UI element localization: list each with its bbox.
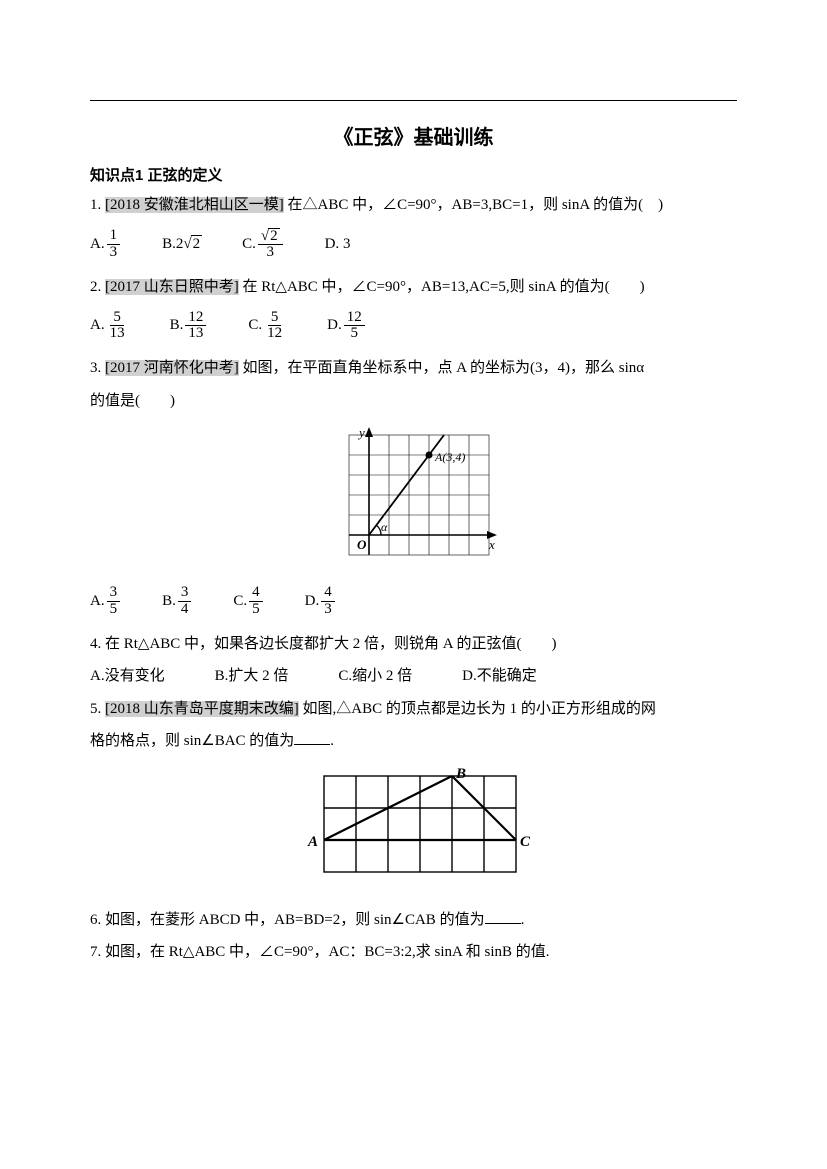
figure-grid-triangle: A B C [90,766,737,896]
q4-num: 4. [90,636,101,652]
q6-text: 如图，在菱形 ABCD 中，AB=BD=2，则 sin∠CAB 的值为 [105,912,485,928]
q5-text: 如图,△ABC 的顶点都是边长为 1 的小正方形组成的网 [303,701,656,717]
q4-opt-d: D.不能确定 [462,662,537,691]
question-1: 1. [2018 安徽淮北相山区一模] 在△ABC 中，∠C=90°，AB=3,… [90,191,737,220]
page: 《正弦》基础训练 知识点1 正弦的定义 1. [2018 安徽淮北相山区一模] … [0,0,827,1011]
blank-fill [485,909,521,924]
q4-options: A.没有变化 B.扩大 2 倍 C.缩小 2 倍 D.不能确定 [90,662,737,691]
q5-text2: 格的格点，则 sin∠BAC 的值为 [90,733,294,749]
q2-opt-c: C. 512 [248,310,287,343]
q3-opt-c: C. 45 [233,585,264,618]
q1-num: 1. [90,197,101,213]
svg-text:O: O [357,537,367,552]
q1-opt-d: D. 3 [325,236,351,253]
question-6: 6. 如图，在菱形 ABCD 中，AB=BD=2，则 sin∠CAB 的值为. [90,906,737,935]
q1-options: A. 1 3 B. 2 √2 C. √2 3 D. 3 [90,228,737,262]
q2-tag: [2017 山东日照中考] [105,279,239,295]
q1-opt-c: C. √2 3 [242,228,285,262]
svg-text:y: y [357,425,365,440]
q2-opt-b: B. 1213 [170,310,209,343]
q5-tag: [2018 山东青岛平度期末改编] [105,701,299,717]
q1-opt-b: B. 2 √2 [162,235,202,253]
q2-text: 在 Rt△ABC 中，∠C=90°，AB=13,AC=5,则 sinA 的值为(… [243,279,645,295]
q4-opt-b: B.扩大 2 倍 [215,662,289,691]
q3-opt-b: B. 34 [162,585,193,618]
q1-tag: [2018 安徽淮北相山区一模] [105,197,284,213]
page-title: 《正弦》基础训练 [90,121,737,150]
subheading: 知识点1 正弦的定义 [90,164,737,185]
coord-svg: y x O α A(3,4) [329,425,499,575]
svg-text:A(3,4): A(3,4) [434,450,465,464]
blank-fill [294,730,330,745]
q1-text: 在△ABC 中，∠C=90°，AB=3,BC=1，则 sinA 的值为( ) [288,197,664,213]
q5-line2: 格的格点，则 sin∠BAC 的值为. [90,727,737,756]
q3-tag: [2017 河南怀化中考] [105,360,239,376]
svg-text:C: C [520,834,531,850]
q4-opt-c: C.缩小 2 倍 [338,662,412,691]
q2-options: A. 513 B. 1213 C. 512 D. 125 [90,310,737,343]
q5-num: 5. [90,701,101,717]
q1-opt-a: A. 1 3 [90,228,122,261]
top-rule [90,100,737,101]
q2-opt-d: D. 125 [327,310,367,343]
svg-text:x: x [488,537,495,552]
figure-coordinate-plane: y x O α A(3,4) [90,425,737,575]
svg-text:B: B [455,766,466,782]
fraction: √2 3 [258,228,283,262]
q3-options: A. 35 B. 34 C. 45 D. 43 [90,585,737,618]
fraction: 1 3 [107,228,121,261]
q4-text: 在 Rt△ABC 中，如果各边长度都扩大 2 倍，则锐角 A 的正弦值( ) [105,636,557,652]
q3-num: 3. [90,360,101,376]
question-7: 7. 如图，在 Rt△ABC 中，∠C=90°，AC：BC=3:2,求 sinA… [90,938,737,967]
q7-num: 7. [90,944,101,960]
q3-opt-a: A. 35 [90,585,122,618]
q3-text: 如图，在平面直角坐标系中，点 A 的坐标为(3，4)，那么 sinα [243,360,645,376]
q2-opt-a: A. 513 [90,310,130,343]
svg-text:α: α [381,520,388,534]
question-4: 4. 在 Rt△ABC 中，如果各边长度都扩大 2 倍，则锐角 A 的正弦值( … [90,630,737,659]
question-5: 5. [2018 山东青岛平度期末改编] 如图,△ABC 的顶点都是边长为 1 … [90,695,737,724]
triangle-svg: A B C [294,766,534,896]
question-3: 3. [2017 河南怀化中考] 如图，在平面直角坐标系中，点 A 的坐标为(3… [90,354,737,383]
q4-opt-a: A.没有变化 [90,662,165,691]
q6-num: 6. [90,912,101,928]
q7-text: 如图，在 Rt△ABC 中，∠C=90°，AC：BC=3:2,求 sinA 和 … [105,944,550,960]
q2-num: 2. [90,279,101,295]
svg-text:A: A [307,834,318,850]
question-2: 2. [2017 山东日照中考] 在 Rt△ABC 中，∠C=90°，AB=13… [90,273,737,302]
q3-text2: 的值是( ) [90,387,737,416]
q3-opt-d: D. 43 [305,585,337,618]
